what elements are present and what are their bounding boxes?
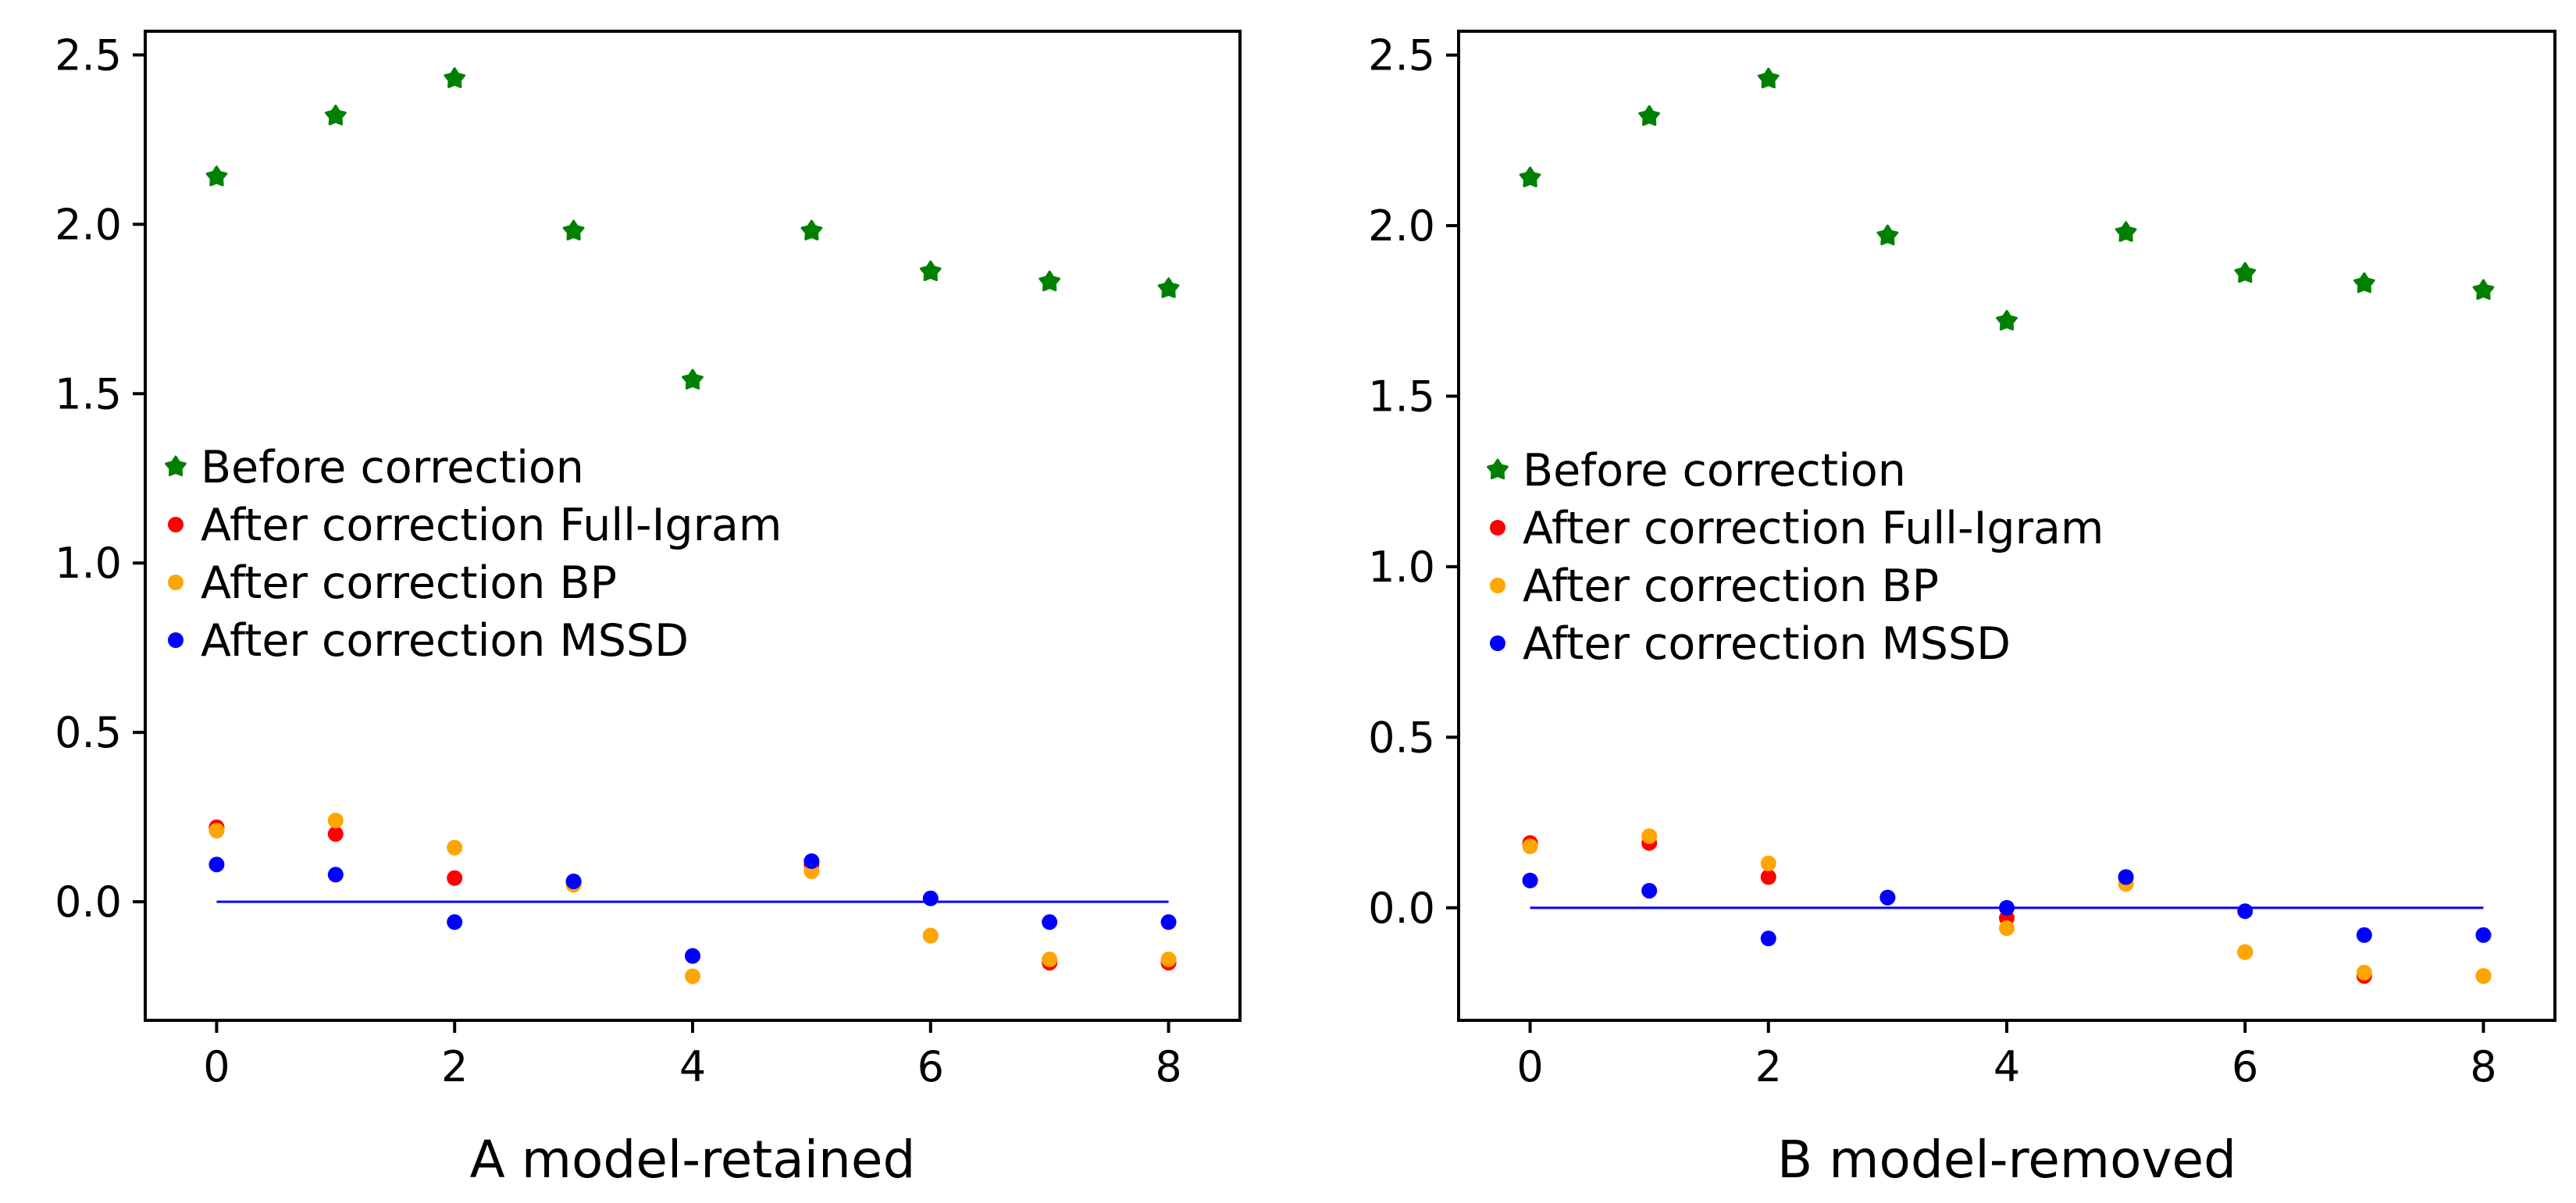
data-point-series-1-x-2: [1760, 869, 1776, 885]
data-point-series-3-x-2: [1760, 931, 1776, 947]
legend-marker-1: [1490, 520, 1505, 536]
legend-marker-3: [1490, 635, 1505, 651]
data-point-series-0-x-8: [1157, 277, 1180, 298]
data-point-series-3-x-4: [1999, 899, 2015, 916]
data-point-series-3-x-4: [685, 948, 700, 964]
data-point-series-3-x-7: [1042, 914, 1058, 931]
x-tick-label: 8: [2470, 1042, 2496, 1091]
legend-label-1: After correction Full-Igram: [201, 500, 782, 551]
data-point-series-2-x-6: [2237, 944, 2254, 960]
data-point-series-0-x-5: [2115, 221, 2137, 242]
data-point-series-2-x-0: [208, 823, 225, 839]
panel-b: 0 2 4 6 8 0.0 0.5 1.0 1.5 2.0 2.5 B model-removed Be…: [1368, 30, 2556, 1190]
y-tick-label: 1.0: [1368, 543, 1435, 592]
data-point-series-3-x-5: [2118, 869, 2134, 885]
data-point-series-2-x-7: [1042, 951, 1058, 967]
data-point-series-0-x-4: [1996, 309, 2018, 331]
legend-label-3: After correction MSSD: [201, 615, 689, 667]
data-point-series-2-x-6: [922, 927, 939, 944]
legend-marker-2: [168, 575, 183, 590]
data-point-series-0-x-7: [1039, 270, 1060, 292]
legend-label-3: After correction MSSD: [1523, 618, 2011, 670]
data-point-series-2-x-4: [685, 968, 700, 984]
data-point-series-2-x-8: [1160, 951, 1177, 967]
data-point-series-3-x-8: [1160, 914, 1177, 931]
data-point-series-3-x-3: [565, 874, 582, 890]
data-point-series-0-x-7: [2353, 272, 2375, 294]
data-point-series-3-x-1: [1641, 882, 1658, 899]
data-point-series-2-x-8: [2475, 968, 2492, 984]
data-point-series-3-x-6: [2237, 903, 2254, 920]
y-tick-label: 0.5: [1368, 713, 1435, 762]
y-tick-label: 1.5: [1368, 372, 1435, 421]
data-point-series-3-x-1: [327, 867, 344, 883]
data-point-series-0-x-0: [205, 166, 228, 187]
legend-marker-2: [1490, 578, 1505, 593]
data-point-series-0-x-0: [1519, 166, 1541, 187]
legend-label-2: After correction BP: [1523, 561, 1939, 612]
legend-marker-0: [1487, 458, 1509, 479]
data-point-series-0-x-1: [325, 105, 347, 126]
data-point-series-2-x-2: [1760, 856, 1776, 872]
panel-a: 0 2 4 6 8 0.0 0.5 1.0 1.5 2.0 2.5 A model-retained B…: [55, 30, 1242, 1190]
data-point-series-1-x-2: [447, 870, 463, 886]
data-point-series-3-x-5: [803, 853, 820, 870]
x-axis-title: A model-retained: [470, 1130, 916, 1190]
x-tick-label: 6: [2232, 1042, 2258, 1091]
data-point-series-2-x-0: [1522, 838, 1538, 855]
legend-label-2: After correction BP: [201, 557, 617, 609]
data-point-series-2-x-7: [2356, 964, 2372, 981]
y-tick-label: 1.5: [55, 369, 122, 418]
data-point-series-3-x-0: [1522, 872, 1538, 888]
x-tick-label: 6: [917, 1042, 944, 1091]
data-point-series-3-x-8: [2475, 927, 2492, 943]
y-tick-label: 0.5: [55, 708, 122, 757]
data-point-series-3-x-2: [447, 914, 463, 931]
y-tick-label: 2.0: [1368, 201, 1435, 251]
x-tick-label: 8: [1155, 1042, 1181, 1091]
legend-marker-3: [168, 632, 183, 648]
data-point-series-0-x-8: [2472, 279, 2495, 301]
data-point-series-1-x-1: [327, 826, 344, 842]
data-point-series-0-x-2: [1757, 67, 1780, 89]
data-point-series-3-x-7: [2356, 927, 2372, 943]
data-point-series-2-x-4: [1999, 920, 2015, 937]
data-point-series-3-x-6: [922, 890, 939, 906]
x-tick-label: 2: [441, 1042, 468, 1091]
data-point-series-0-x-6: [919, 260, 942, 282]
x-tick-label: 4: [679, 1042, 706, 1091]
y-tick-label: 0.0: [55, 877, 122, 927]
y-tick-label: 2.5: [55, 30, 122, 80]
data-point-series-2-x-2: [447, 839, 463, 856]
data-point-series-0-x-4: [682, 368, 704, 390]
data-point-series-0-x-5: [800, 219, 823, 240]
x-axis-title: B model-removed: [1777, 1130, 2236, 1190]
y-tick-label: 1.0: [55, 539, 122, 588]
data-point-series-0-x-3: [1876, 224, 1899, 246]
y-tick-label: 0.0: [1368, 884, 1435, 933]
y-tick-label: 2.5: [1368, 31, 1435, 80]
x-tick-label: 0: [203, 1042, 230, 1091]
y-tick-label: 2.0: [55, 200, 122, 249]
data-point-series-2-x-1: [1641, 828, 1658, 845]
data-point-series-3-x-3: [1879, 889, 1896, 906]
x-tick-label: 2: [1755, 1042, 1782, 1091]
data-point-series-2-x-1: [327, 812, 344, 828]
legend-marker-0: [165, 455, 187, 476]
legend-marker-1: [168, 517, 183, 532]
legend-label-0: Before correction: [201, 442, 584, 493]
legend-label-0: Before correction: [1523, 445, 1906, 497]
data-point-series-0-x-1: [1638, 105, 1660, 126]
data-point-series-0-x-2: [444, 67, 466, 88]
data-point-series-0-x-6: [2234, 262, 2257, 283]
legend-label-1: After correction Full-Igram: [1523, 503, 2104, 554]
x-tick-label: 0: [1516, 1042, 1543, 1091]
data-point-series-0-x-3: [562, 219, 585, 240]
data-point-series-3-x-0: [208, 856, 225, 873]
x-tick-label: 4: [1993, 1042, 2020, 1091]
